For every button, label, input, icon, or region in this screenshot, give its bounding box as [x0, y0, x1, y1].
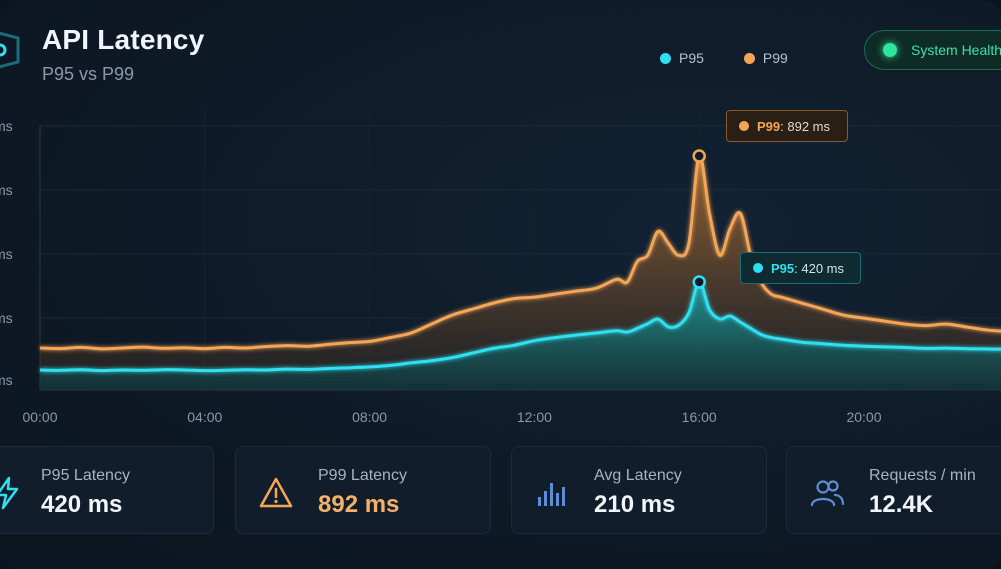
users-icon — [810, 480, 845, 507]
stat-requests-label: Requests / min — [869, 467, 976, 484]
tooltip-p99-text: P99: 892 ms — [757, 118, 831, 134]
tooltip-p99-value: 892 ms — [787, 118, 831, 134]
legend-item-p99[interactable]: P99 — [743, 50, 788, 66]
p99-peak-marker[interactable] — [692, 149, 706, 163]
y-tick-label: ms — [0, 118, 13, 134]
page-title: API Latency — [42, 24, 205, 55]
p99-area — [40, 155, 1001, 390]
stat-card-avg[interactable]: Avg Latency 210 ms — [511, 446, 767, 534]
legend-p95-dot — [660, 52, 671, 64]
bar-chart-icon — [538, 483, 565, 506]
x-tick-label: 04:00 — [187, 409, 222, 425]
stat-p99-value: 892 ms — [318, 491, 400, 518]
system-health-label: System Health — [911, 42, 1001, 58]
chart-legend: P95 P99 — [660, 50, 788, 66]
y-tick-label: ms — [0, 246, 13, 262]
warning-triangle-icon — [259, 477, 293, 508]
x-tick-label: 08:00 — [352, 409, 387, 425]
stats-row: P95 Latency 420 ms P99 Latency 892 ms Av… — [0, 446, 1001, 534]
stat-avg-label: Avg Latency — [594, 467, 682, 484]
lightning-icon — [0, 476, 19, 510]
stat-p99-label: P99 Latency — [318, 467, 407, 484]
y-tick-label: ms — [0, 182, 13, 198]
tooltip-p95-dot — [753, 263, 763, 273]
system-health-badge[interactable]: System Health — [864, 30, 1001, 70]
tooltip-p99: P99: 892 ms — [726, 110, 848, 142]
tooltip-p99-name: P99 — [757, 118, 781, 134]
y-tick-label: ms — [0, 372, 13, 388]
x-tick-label: 00:00 — [22, 409, 57, 425]
stat-card-p99[interactable]: P99 Latency 892 ms — [235, 446, 491, 534]
tooltip-p95-name: P95 — [771, 260, 795, 276]
tooltip-p95: P95: 420 ms — [740, 252, 861, 284]
p95-area — [40, 281, 1001, 390]
tooltip-p95-text: P95: 420 ms — [771, 260, 845, 276]
stat-p95-label: P95 Latency — [41, 467, 130, 484]
tooltip-p95-value: 420 ms — [801, 260, 845, 276]
tooltip-p99-dot — [739, 121, 749, 131]
y-tick-label: ms — [0, 310, 13, 326]
p99-line — [39, 154, 1001, 351]
stat-avg-value: 210 ms — [594, 491, 676, 518]
hexagon-logo-icon — [0, 31, 20, 69]
page-subtitle: P95 vs P99 — [42, 64, 135, 84]
x-tick-label: 16:00 — [682, 409, 717, 425]
latency-chart: ms ms ms ms ms 00:00 04:00 08:00 12:00 16:00 20:0… — [0, 110, 1001, 425]
x-tick-label: 20:00 — [846, 409, 881, 425]
stat-card-requests[interactable]: Requests / min 12.4K — [786, 446, 1001, 534]
legend-item-p95[interactable]: P95 — [660, 50, 704, 66]
p95-line — [39, 280, 1001, 373]
legend-p99-dot — [743, 52, 755, 64]
stat-requests-value: 12.4K — [869, 491, 934, 518]
stat-p95-value: 420 ms — [41, 491, 123, 518]
x-tick-label: 12:00 — [517, 409, 552, 425]
health-status-dot — [883, 43, 897, 57]
stat-card-p95[interactable]: P95 Latency 420 ms — [0, 446, 214, 534]
legend-p99-label: P99 — [762, 50, 788, 66]
p95-peak-marker[interactable] — [692, 275, 706, 289]
legend-p95-label: P95 — [679, 50, 704, 66]
